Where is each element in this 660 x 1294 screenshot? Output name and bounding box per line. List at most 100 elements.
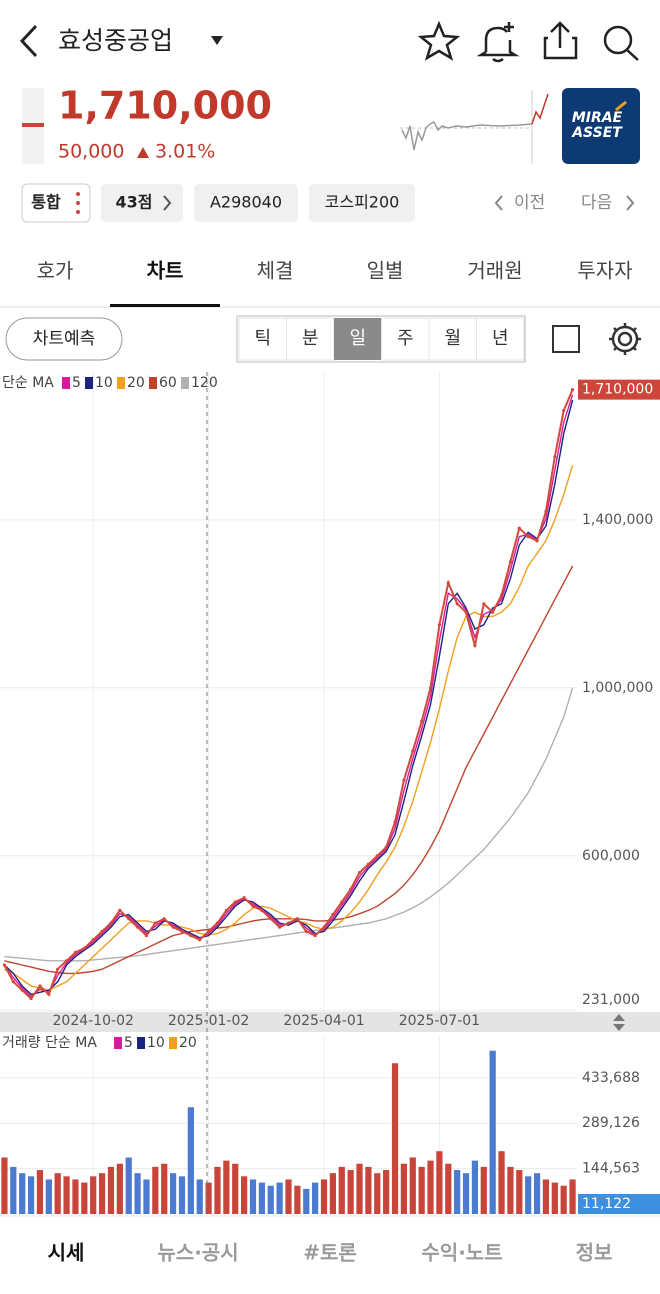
volume-bar (525, 1176, 532, 1214)
period-label: 일 (349, 328, 366, 349)
price-point (198, 938, 202, 942)
tab[interactable]: 차트 (147, 259, 184, 283)
price-point (278, 925, 282, 929)
tab[interactable]: 호가 (37, 259, 74, 283)
prev-button[interactable]: 이전 (514, 193, 545, 213)
volume-bar (320, 1179, 328, 1214)
y-tick-label: 144,563 (582, 1161, 640, 1177)
logo-text: ASSET (571, 125, 623, 141)
volume-bar (551, 1182, 558, 1214)
volume-bar (498, 1151, 505, 1214)
chevron (626, 195, 635, 211)
volume-bar (152, 1166, 159, 1214)
volume-bar (560, 1185, 567, 1214)
legend-label: 10 (147, 1035, 165, 1051)
price-point (109, 921, 113, 925)
legend-label: 5 (72, 375, 81, 391)
price-point (215, 921, 220, 925)
stock-name[interactable]: 효성중공업 (58, 26, 173, 55)
period-label: 년 (492, 328, 509, 349)
volume-bar (214, 1166, 221, 1214)
price-point (56, 967, 60, 971)
ma-line (4, 464, 574, 991)
nav-item[interactable]: 뉴스·공시 (157, 1241, 238, 1265)
volume-bar (178, 1176, 186, 1214)
back-button[interactable] (19, 24, 38, 58)
volume-bar (1, 1157, 8, 1214)
price-point (118, 908, 122, 912)
price-point (20, 988, 24, 992)
settings-button[interactable] (609, 323, 641, 355)
alarm-icon[interactable] (476, 22, 520, 63)
badge-text: 43점 (116, 193, 153, 212)
price-point (251, 904, 255, 908)
volume-bar (161, 1163, 168, 1214)
price-point (553, 455, 557, 459)
badge[interactable] (21, 183, 91, 223)
period-cell[interactable] (238, 317, 287, 361)
y-tick-label: 289,126 (582, 1115, 640, 1131)
volume-bar (45, 1179, 52, 1214)
share-icon[interactable] (543, 21, 578, 60)
nav-item[interactable]: 수익·노트 (421, 1241, 502, 1265)
period-cell[interactable] (476, 317, 525, 361)
price-point (562, 409, 566, 413)
tab[interactable]: 일별 (367, 259, 404, 283)
price-point (286, 921, 291, 925)
price-change: 50,000 (58, 141, 124, 163)
volume-bar (54, 1173, 61, 1214)
nav-item[interactable]: 시세 (48, 1241, 85, 1265)
nav-item[interactable]: 정보 (576, 1241, 613, 1265)
price-point (207, 929, 211, 933)
price-point (473, 644, 477, 648)
next-button[interactable]: 다음 (581, 193, 612, 213)
period-cell[interactable] (381, 317, 430, 361)
badge[interactable] (309, 184, 415, 222)
predict-label: 차트예측 (33, 329, 96, 349)
badge-text: 통합 (31, 193, 61, 212)
tab[interactable]: 체결 (257, 259, 294, 283)
volume-bar (267, 1185, 274, 1214)
price-point (269, 917, 273, 921)
favorite-icon[interactable] (417, 20, 461, 61)
volume-bar (418, 1166, 425, 1214)
volume-bar (303, 1188, 310, 1214)
price-point (304, 929, 308, 933)
volume-bar (98, 1173, 106, 1214)
volume-bar (116, 1163, 123, 1214)
resize-handle[interactable] (613, 1014, 625, 1031)
period-cell[interactable] (428, 317, 477, 361)
nav-item[interactable]: #토론 (303, 1241, 357, 1265)
price-point (340, 900, 344, 904)
volume-bar (10, 1166, 17, 1214)
chart-area[interactable]: 2024-10-02 2025-01-02 2025-04-01 2025-07-01… (0, 372, 660, 1214)
volume-bar (516, 1170, 523, 1214)
period-cell[interactable] (334, 318, 382, 360)
price-point (526, 535, 530, 539)
predict-button[interactable] (5, 317, 123, 361)
badge[interactable] (101, 184, 183, 222)
dropdown-icon[interactable] (211, 36, 223, 45)
price-point (224, 908, 228, 912)
period-label: 틱 (254, 328, 271, 349)
volume-bar (436, 1151, 443, 1214)
price-point (29, 996, 33, 1001)
tab[interactable]: 거래원 (467, 259, 522, 283)
volume-bar (276, 1182, 283, 1214)
ma-line (4, 565, 574, 975)
volume-bar (400, 1163, 408, 1214)
price-point (544, 509, 548, 514)
tab[interactable]: 투자자 (577, 259, 632, 283)
x-tick-label: 2024-10-02 (53, 1013, 134, 1029)
price-point (508, 560, 513, 564)
legend-label: 20 (127, 375, 145, 391)
legend-swatch (85, 377, 93, 389)
y-tick-label: 1,400,000 (582, 512, 653, 528)
price-point (153, 921, 157, 925)
search-icon[interactable] (603, 25, 639, 61)
period-cell[interactable] (286, 317, 335, 361)
layout-button[interactable] (552, 325, 580, 353)
price-point (38, 984, 42, 988)
